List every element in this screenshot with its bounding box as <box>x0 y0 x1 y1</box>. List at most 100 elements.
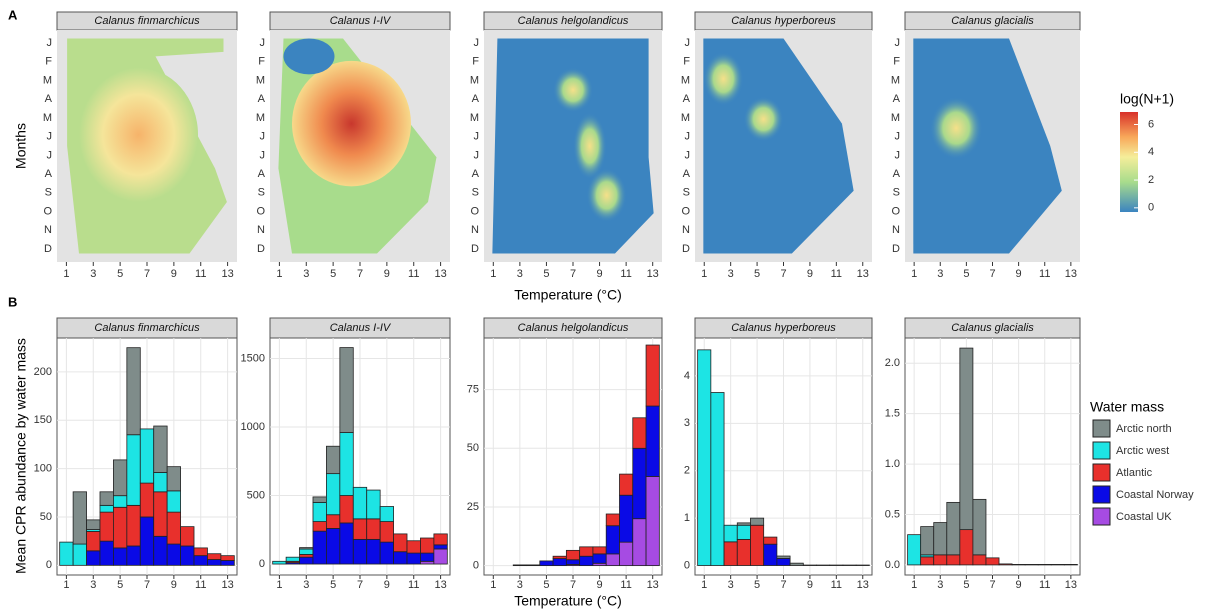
bar-segment <box>420 552 435 562</box>
x-tick-label: 13 <box>647 579 659 591</box>
bar-segment <box>933 522 948 556</box>
y-tick-label: 1 <box>684 512 690 524</box>
bar-segment <box>605 553 620 567</box>
y-tick-label: N <box>892 224 900 236</box>
y-tick-label: 75 <box>467 384 479 396</box>
y-tick-label: M <box>681 112 690 124</box>
legend-swatch <box>1092 419 1111 438</box>
y-tick-label: O <box>681 205 690 217</box>
bar-segment <box>552 555 567 559</box>
y-tick-label: 1500 <box>241 352 265 364</box>
y-tick-label: O <box>43 205 52 217</box>
bar-segment <box>526 564 541 567</box>
x-tick-label: 3 <box>728 579 734 591</box>
bar-segment <box>352 518 368 540</box>
facet-title: Calanus glacialis <box>951 322 1034 334</box>
y-tick-label: J <box>685 149 691 161</box>
bar-segment <box>99 511 114 542</box>
bar-segment <box>352 538 368 565</box>
colorbar-label: 6 <box>1148 118 1154 130</box>
y-tick-label: J <box>260 149 266 161</box>
x-tick-label: 3 <box>728 268 734 280</box>
x-tick-label: 7 <box>570 579 576 591</box>
x-tick-label: 9 <box>807 268 813 280</box>
y-tick-label: A <box>258 93 266 105</box>
y-tick-label: M <box>470 74 479 86</box>
bar-segment <box>763 536 778 545</box>
x-tick-label: 3 <box>517 268 523 280</box>
heatmap-hotspot <box>292 60 411 187</box>
x-tick-label: 3 <box>303 268 309 280</box>
colorbar-label: 0 <box>1148 202 1154 214</box>
y-tick-label: J <box>260 37 266 49</box>
bar-segment <box>619 494 634 543</box>
y-tick-label: 100 <box>34 462 52 474</box>
y-tick-label: S <box>45 187 52 199</box>
legend-label: Atlantic <box>1116 467 1153 479</box>
bar-segment <box>710 392 725 566</box>
x-tick-label: 5 <box>963 579 969 591</box>
bar-segment <box>946 501 961 556</box>
x-tick-label: 13 <box>434 579 446 591</box>
bar-segment <box>723 524 738 543</box>
y-tick-label: J <box>47 131 53 143</box>
y-tick-label: M <box>891 112 900 124</box>
y-tick-label: 0 <box>259 558 265 570</box>
bar-segment <box>86 519 101 530</box>
y-tick-label: M <box>256 74 265 86</box>
bar-segment <box>166 490 181 513</box>
bar-segment <box>920 526 935 556</box>
x-tick-label: 1 <box>63 268 69 280</box>
bar-segment <box>153 472 168 493</box>
y-tick-label: J <box>474 131 480 143</box>
bar-segment <box>552 558 567 567</box>
x-tick-label: 5 <box>330 268 336 280</box>
x-tick-label: 13 <box>647 268 659 280</box>
bar-segment <box>180 526 195 547</box>
y-tick-label: J <box>895 149 901 161</box>
facet-title: Calanus finmarchicus <box>94 322 200 334</box>
legend-swatch <box>1092 507 1111 526</box>
x-tick-label: 11 <box>620 579 631 591</box>
bar-segment <box>406 552 421 565</box>
bar-segment <box>998 563 1013 566</box>
legend-swatch <box>1092 463 1111 482</box>
x-tick-label: 1 <box>701 579 707 591</box>
x-axis-label: Temperature (°C) <box>514 593 622 609</box>
facet-title: Calanus I-IV <box>330 15 392 27</box>
heatmap-hotspot <box>552 67 594 113</box>
bar-segment <box>1037 564 1052 566</box>
bar-segment <box>99 540 114 566</box>
x-tick-label: 9 <box>384 579 390 591</box>
bar-segment <box>565 549 581 561</box>
x-tick-label: 9 <box>807 579 813 591</box>
y-axis-label: Months <box>13 123 29 169</box>
x-tick-label: 9 <box>597 268 603 280</box>
bar-segment <box>420 537 435 554</box>
colorbar-title: log(N+1) <box>1120 91 1174 107</box>
heatmap-region <box>703 38 854 254</box>
bar-segment <box>959 529 974 566</box>
bar-segment <box>139 482 155 518</box>
y-tick-label: S <box>472 187 479 199</box>
bar-segment <box>153 491 168 537</box>
x-tick-label: 1 <box>276 579 282 591</box>
bar-segment <box>619 541 634 567</box>
panel-label: B <box>8 294 17 309</box>
bar-segment <box>972 554 987 566</box>
x-tick-label: 3 <box>90 268 96 280</box>
bar-segment <box>113 506 128 549</box>
y-tick-label: O <box>470 205 479 217</box>
bar-segment <box>985 557 1000 566</box>
bar-segment <box>326 445 341 475</box>
x-tick-label: 13 <box>1065 268 1077 280</box>
x-tick-label: 7 <box>570 268 576 280</box>
bar-segment <box>632 447 647 520</box>
legend-label: Coastal UK <box>1116 511 1172 523</box>
y-tick-label: N <box>44 224 52 236</box>
bar-segment <box>736 522 751 526</box>
y-tick-label: D <box>44 243 52 255</box>
x-tick-label: 9 <box>171 579 177 591</box>
heatmap-hotspot <box>79 67 198 202</box>
